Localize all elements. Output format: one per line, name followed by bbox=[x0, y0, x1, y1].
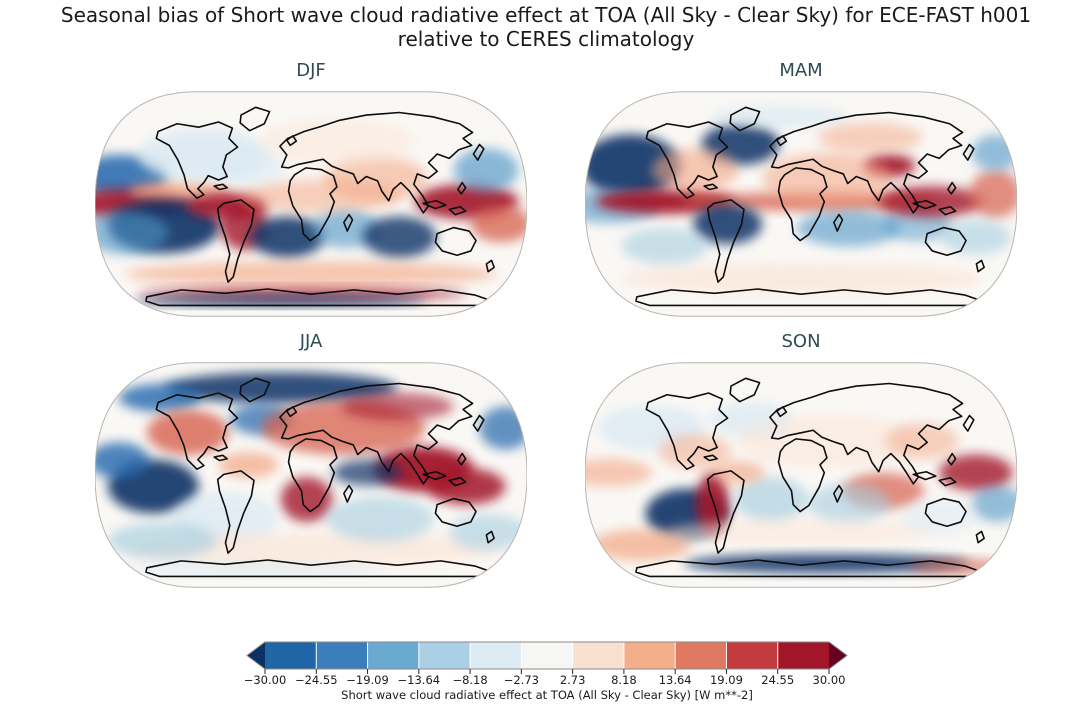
colorbar-label: Short wave cloud radiative effect at TOA… bbox=[341, 688, 753, 702]
map-jja bbox=[95, 361, 527, 589]
map-djf bbox=[95, 90, 527, 318]
colorbar: −30.00 −24.55 −19.09 −13.64 −8.18 −2.73 2.73 8.… bbox=[230, 636, 870, 706]
colorbar-tick-label: −24.55 bbox=[295, 673, 338, 687]
colorbar-tick-label: −8.18 bbox=[452, 673, 487, 687]
colorbar-tick-label: 24.55 bbox=[761, 673, 794, 687]
colorbar-tick-label: 2.73 bbox=[560, 673, 586, 687]
colorbar-tick-label: −13.64 bbox=[398, 673, 441, 687]
map-mam bbox=[585, 90, 1017, 318]
colorbar-tick-label: 30.00 bbox=[813, 673, 846, 687]
figure-title-line2: relative to CERES climatology bbox=[397, 27, 695, 51]
panel-title-djf: DJF bbox=[296, 60, 326, 81]
panel-title-son: SON bbox=[781, 331, 821, 352]
panel-title-jja: JJA bbox=[299, 331, 323, 352]
figure-title-line1: Seasonal bias of Short wave cloud radiat… bbox=[60, 3, 1032, 27]
panel-title-mam: MAM bbox=[779, 60, 823, 81]
colorbar-tick-label: −30.00 bbox=[244, 673, 287, 687]
colorbar-tick-label: −2.73 bbox=[504, 673, 539, 687]
colorbar-tick-label: −19.09 bbox=[346, 673, 389, 687]
colorbar-tick-label: 8.18 bbox=[611, 673, 637, 687]
map-son bbox=[585, 361, 1017, 589]
colorbar-tick-label: 19.09 bbox=[710, 673, 743, 687]
colorbar-tick-label: 13.64 bbox=[659, 673, 692, 687]
